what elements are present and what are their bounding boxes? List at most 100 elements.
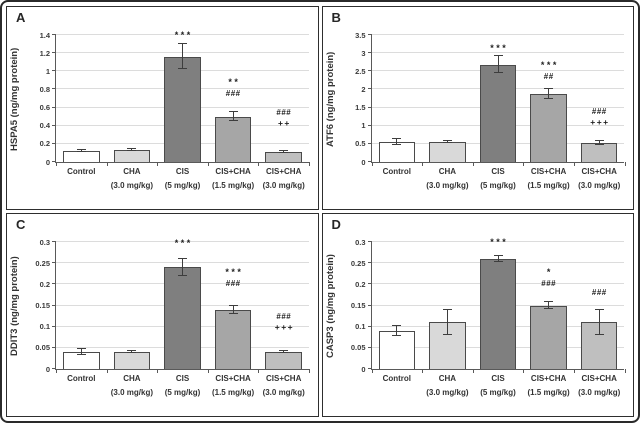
x-tick-mark	[371, 162, 373, 166]
y-tick-mark	[52, 34, 56, 35]
panel-d: D CASP3 (ng/mg protein) 0 0.05 0.1 0.15 0.2 0…	[321, 213, 634, 417]
bar	[530, 94, 567, 162]
significance-mark: ##	[543, 72, 554, 82]
error-bar	[396, 325, 398, 336]
error-bar	[232, 112, 234, 122]
plot-area-atf6: 0 0.5 1 1.5 2 2.5 3 3.5 Control CHA (3.0 mg/kg) ***…	[355, 31, 626, 190]
y-tick-label: 1.2	[39, 48, 50, 58]
y-tick-mark	[367, 346, 372, 348]
bar	[164, 56, 201, 162]
significance-mark: ###	[276, 312, 292, 322]
category-dose-label: (1.5 mg/kg)	[211, 181, 255, 190]
error-bar-cap-bottom	[442, 141, 452, 143]
x-tick-mark	[309, 162, 310, 166]
bar	[214, 309, 252, 369]
category-label: CIS+CHA	[215, 374, 251, 383]
category-label: Control	[382, 374, 412, 383]
error-bar-cap-top	[544, 88, 554, 90]
error-bar	[598, 309, 600, 336]
y-tick-mark	[52, 304, 56, 306]
category-dose-label: (5 mg/kg)	[480, 181, 516, 190]
y-tick-mark	[52, 124, 56, 126]
error-bar	[497, 56, 499, 74]
category-label: CIS+CHA	[581, 374, 617, 383]
error-bar	[131, 350, 133, 354]
y-tick-label: 0.3	[355, 237, 366, 247]
x-tick-mark	[472, 369, 474, 373]
y-tick-mark	[52, 283, 56, 285]
error-bar-cap-bottom	[594, 334, 604, 336]
significance-annotation: ### +++	[258, 311, 309, 333]
bar	[164, 267, 201, 369]
error-bar-cap-bottom	[392, 143, 402, 145]
gridline	[371, 241, 624, 242]
x-tick-mark	[624, 162, 626, 166]
significance-mark: ***	[490, 236, 509, 247]
y-tick-mark	[367, 70, 372, 72]
error-bar-cap-bottom	[127, 150, 137, 152]
error-bar-cap-top	[493, 254, 503, 256]
y-tick-label: 0	[45, 364, 50, 374]
error-bar-cap-top	[544, 301, 554, 303]
panel-a: A HSPA5 (ng/mg protein) 0 0.2 0.4 0.6 0.8 1 1.…	[6, 6, 319, 210]
error-bar-cap-bottom	[493, 261, 503, 263]
category-label: CHA	[123, 167, 141, 176]
category-label: Control	[382, 167, 412, 176]
x-tick-mark	[523, 162, 525, 166]
y-tick-mark	[52, 70, 56, 72]
y-tick-label: 1	[361, 121, 366, 131]
y-tick-label: 0.05	[350, 343, 366, 353]
x-tick-mark	[573, 162, 575, 166]
significance-annotation: ***	[157, 30, 208, 41]
y-tick-mark	[367, 241, 372, 242]
bar	[113, 352, 151, 369]
error-bar	[182, 258, 183, 276]
y-tick-mark	[52, 241, 56, 242]
significance-mark: ***	[174, 238, 193, 249]
plot-area-ddit3: 0 0.05 0.1 0.15 0.2 0.25 0.3 Control CHA (3.0 mg/…	[35, 238, 310, 397]
category-dose-label: (5 mg/kg)	[480, 388, 516, 397]
x-tick-mark	[309, 369, 310, 373]
y-tick-mark	[367, 88, 372, 90]
error-bar-cap-bottom	[228, 312, 238, 314]
category-dose-label: (5 mg/kg)	[164, 388, 201, 397]
significance-annotation: ###	[574, 287, 625, 298]
error-bar-cap-top	[127, 148, 137, 150]
panel-b: B ATF6 (ng/mg protein) 0 0.5 1 1.5 2 2.5 3 3.5 C…	[321, 6, 634, 210]
category-label: CIS+CHA	[530, 167, 567, 176]
x-tick-mark	[157, 369, 159, 373]
error-bar-cap-bottom	[594, 143, 604, 145]
error-bar-cap-bottom	[279, 151, 289, 153]
category-dose-label: (3.0 mg/kg)	[578, 181, 621, 190]
error-bar-cap-bottom	[493, 72, 503, 74]
error-bar-cap-top	[493, 55, 503, 57]
y-tick-label: 0.05	[35, 343, 50, 353]
y-tick-label: 0.3	[39, 237, 50, 247]
y-tick-mark	[367, 124, 372, 126]
category-dose-label: (3.0 mg/kg)	[578, 388, 621, 397]
y-tick-label: 0.25	[35, 258, 50, 268]
error-bar-cap-bottom	[76, 354, 86, 356]
y-tick-mark	[367, 106, 372, 108]
category-label: CIS	[491, 374, 505, 383]
significance-mark: +++	[274, 322, 295, 333]
panel-c: C DDIT3 (ng/mg protein) 0 0.05 0.1 0.15 0.2 0…	[6, 213, 319, 417]
x-tick-mark	[56, 369, 57, 373]
bar	[63, 151, 100, 162]
category-label: CIS	[175, 167, 190, 176]
error-bar	[182, 44, 183, 70]
bar	[429, 142, 466, 162]
y-tick-mark	[52, 325, 56, 327]
y-tick-label: 0.15	[350, 301, 366, 310]
y-tick-label: 0.5	[355, 139, 366, 149]
y-tick-mark	[367, 142, 372, 144]
y-tick-mark	[367, 262, 372, 264]
y-tick-label: 0	[361, 364, 366, 374]
category-dose-label: (3.0 mg/kg)	[110, 388, 153, 397]
error-bar-cap-bottom	[544, 97, 554, 99]
x-tick-mark	[207, 162, 209, 166]
significance-annotation: * ###	[523, 267, 574, 289]
error-bar-cap-top	[279, 150, 289, 152]
x-tick-mark	[422, 369, 424, 373]
